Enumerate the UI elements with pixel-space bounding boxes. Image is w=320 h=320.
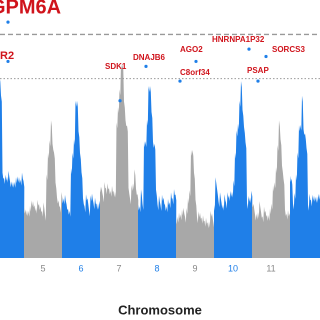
chromosome-points bbox=[290, 95, 320, 258]
gene-label: SDK1 bbox=[105, 62, 127, 71]
hit-point bbox=[264, 54, 268, 59]
plot-area bbox=[0, 63, 320, 259]
x-tick-label: 8 bbox=[154, 263, 159, 273]
gene-label: R2 bbox=[0, 50, 14, 62]
gene-label: GPM6A bbox=[0, 0, 61, 18]
hit-point bbox=[256, 79, 260, 83]
hit-point bbox=[118, 99, 122, 103]
chromosome-points bbox=[252, 120, 291, 259]
hit-point bbox=[247, 47, 251, 51]
hit-point bbox=[6, 20, 10, 24]
x-tick-label: 9 bbox=[192, 263, 197, 273]
hit-point bbox=[194, 59, 198, 64]
chromosome-points bbox=[176, 149, 215, 258]
x-tick-label: 10 bbox=[228, 263, 238, 273]
gene-label: SORCS3 bbox=[272, 45, 305, 54]
x-axis-label: Chromosome bbox=[118, 302, 202, 317]
chromosome-points bbox=[100, 63, 139, 259]
hit-point bbox=[178, 79, 182, 83]
x-tick-label: 6 bbox=[78, 263, 83, 273]
chromosome-points bbox=[62, 100, 101, 258]
hit-point bbox=[144, 64, 148, 68]
chromosome-points bbox=[138, 86, 177, 258]
gene-label: DNAJB6 bbox=[133, 53, 166, 62]
gene-label: AGO2 bbox=[180, 45, 203, 54]
x-tick-label: 5 bbox=[40, 263, 45, 273]
x-tick-label: 11 bbox=[266, 263, 275, 273]
gene-label: HNRNPA1P32 bbox=[212, 35, 265, 44]
x-tick-label: 7 bbox=[116, 263, 121, 273]
gene-label: PSAP bbox=[247, 66, 269, 75]
chromosome-points bbox=[24, 120, 63, 259]
hit-point bbox=[6, 59, 10, 64]
gene-label: C8orf34 bbox=[180, 68, 210, 77]
chromosome-points bbox=[0, 79, 25, 258]
chromosome-points bbox=[214, 81, 253, 258]
